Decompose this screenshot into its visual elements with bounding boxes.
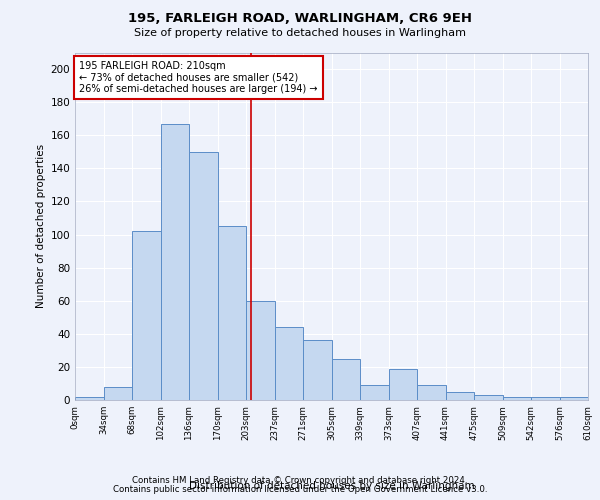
Bar [531, 396, 560, 400]
Bar [189, 152, 218, 400]
Bar [474, 395, 503, 400]
Bar [445, 392, 474, 400]
Text: Size of property relative to detached houses in Warlingham: Size of property relative to detached ho… [134, 28, 466, 38]
Bar [104, 387, 132, 400]
Text: 195 FARLEIGH ROAD: 210sqm
← 73% of detached houses are smaller (542)
26% of semi: 195 FARLEIGH ROAD: 210sqm ← 73% of detac… [79, 61, 317, 94]
Bar [331, 358, 360, 400]
Bar [560, 396, 588, 400]
Bar [303, 340, 331, 400]
Bar [75, 396, 104, 400]
Text: 195, FARLEIGH ROAD, WARLINGHAM, CR6 9EH: 195, FARLEIGH ROAD, WARLINGHAM, CR6 9EH [128, 12, 472, 26]
Bar [503, 396, 531, 400]
Text: Contains public sector information licensed under the Open Government Licence v3: Contains public sector information licen… [113, 484, 487, 494]
Bar [417, 385, 445, 400]
Bar [246, 300, 275, 400]
Bar [389, 368, 417, 400]
Bar [360, 385, 389, 400]
Text: Contains HM Land Registry data © Crown copyright and database right 2024.: Contains HM Land Registry data © Crown c… [132, 476, 468, 485]
X-axis label: Distribution of detached houses by size in Warlingham: Distribution of detached houses by size … [188, 482, 475, 492]
Bar [132, 231, 161, 400]
Bar [161, 124, 189, 400]
Y-axis label: Number of detached properties: Number of detached properties [36, 144, 46, 308]
Bar [275, 327, 303, 400]
Bar [218, 226, 246, 400]
